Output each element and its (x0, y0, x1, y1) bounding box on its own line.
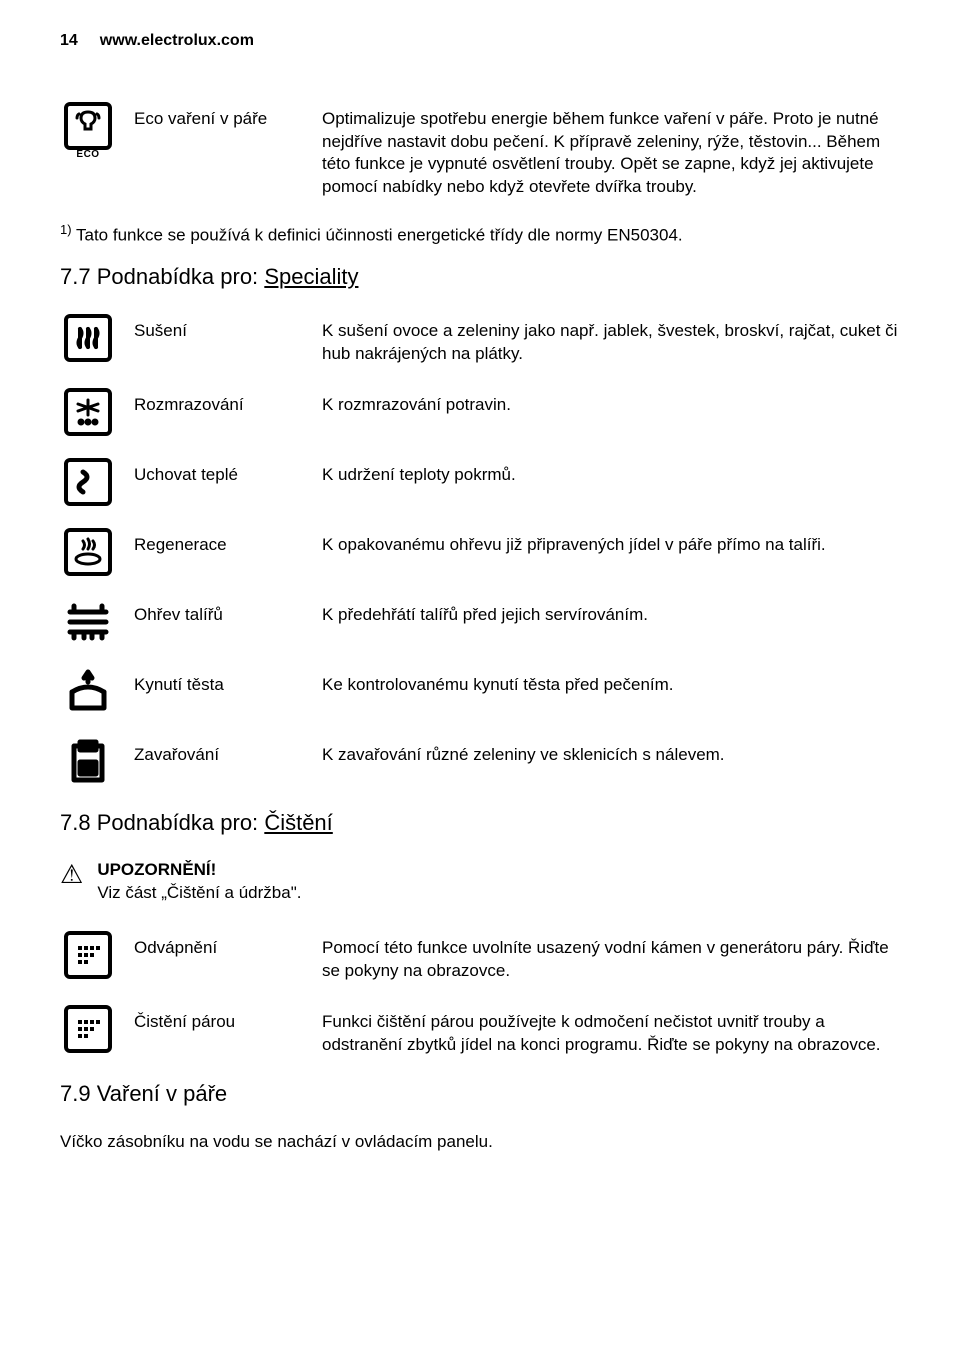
row-desc: K rozmrazování potravin. (322, 388, 900, 417)
row-label: Regenerace (134, 528, 304, 557)
row-label: Ohřev talířů (134, 598, 304, 627)
section-label: Podnabídka pro: (97, 264, 258, 289)
row-label: Kynutí těsta (134, 668, 304, 697)
row-label: Odvápnění (134, 931, 304, 960)
row-desc: K opakovanému ohřevu již připravených jí… (322, 528, 900, 557)
row-kynuti: Kynutí těsta Ke kontrolovanému kynutí tě… (60, 668, 900, 716)
preserving-icon (64, 738, 112, 786)
page-number: 14 (60, 30, 78, 52)
defrost-icon (64, 388, 112, 436)
row-desc: Ke kontrolovanému kynutí těsta před peče… (322, 668, 900, 697)
plate-warming-icon (64, 598, 112, 646)
footnote-text: Tato funkce se používá k definici účinno… (76, 226, 683, 245)
page-header: 14 www.electrolux.com (60, 30, 900, 52)
section-num: 7.7 (60, 264, 91, 289)
row-label: Zavařování (134, 738, 304, 767)
row-cisteni-parou: Čistění párou Funkci čištění párou použí… (60, 1005, 900, 1057)
row-desc: K sušení ovoce a zeleniny jako např. jab… (322, 314, 900, 366)
warning-icon: ⚠ (60, 859, 83, 887)
eco-label-text: ECO (76, 148, 99, 162)
row-label: Rozmrazování (134, 388, 304, 417)
warning-text: Viz část „Čištění a údržba". (97, 882, 301, 905)
steam-cleaning-icon (64, 1005, 112, 1053)
row-rozmrazovani: Rozmrazování K rozmrazování potravin. (60, 388, 900, 436)
row-desc: K udržení teploty pokrmů. (322, 458, 900, 487)
row-label: Čistění párou (134, 1005, 304, 1034)
section-77-heading: 7.7 Podnabídka pro: Speciality (60, 262, 900, 292)
row-regenerace: Regenerace K opakovanému ohřevu již přip… (60, 528, 900, 576)
row-desc: K předehřátí talířů před jejich servírov… (322, 598, 900, 627)
eco-row: ECO Eco vaření v páře Optimalizuje spotř… (60, 102, 900, 200)
section-label: Podnabídka pro: (97, 810, 258, 835)
row-desc: Pomocí této funkce uvolníte usazený vodn… (322, 931, 900, 983)
row-uchovat: Uchovat teplé K udržení teploty pokrmů. (60, 458, 900, 506)
row-odvapneni: Odvápnění Pomocí této funkce uvolníte us… (60, 931, 900, 983)
row-desc: K zavařování různé zeleniny ve sklenicíc… (322, 738, 900, 767)
keep-warm-icon (64, 458, 112, 506)
warning-block: ⚠ UPOZORNĚNÍ! Viz část „Čištění a údržba… (60, 859, 900, 905)
eco-icon: ECO (64, 102, 112, 162)
dough-proving-icon (64, 668, 112, 716)
section-num: 7.8 (60, 810, 91, 835)
row-suseni: Sušení K sušení ovoce a zeleniny jako na… (60, 314, 900, 366)
warning-title: UPOZORNĚNÍ! (97, 859, 301, 882)
eco-label: Eco vaření v páře (134, 102, 304, 131)
section-underline: Čištění (264, 810, 332, 835)
row-label: Uchovat teplé (134, 458, 304, 487)
section-title: Vaření v páře (97, 1081, 227, 1106)
tail-paragraph: Víčko zásobníku na vodu se nachází v ovl… (60, 1131, 900, 1154)
site-url: www.electrolux.com (100, 30, 254, 52)
section-underline: Speciality (264, 264, 358, 289)
row-zavarovani: Zavařování K zavařování různé zeleniny v… (60, 738, 900, 786)
row-label: Sušení (134, 314, 304, 343)
section-num: 7.9 (60, 1081, 91, 1106)
regenerate-icon (64, 528, 112, 576)
footnote-marker: 1) (60, 222, 72, 237)
footnote: 1) Tato funkce se používá k definici úči… (60, 221, 900, 248)
drying-icon (64, 314, 112, 362)
row-desc: Funkci čištění párou používejte k odmoče… (322, 1005, 900, 1057)
descaling-icon (64, 931, 112, 979)
section-78-heading: 7.8 Podnabídka pro: Čištění (60, 808, 900, 838)
row-ohrev: Ohřev talířů K předehřátí talířů před je… (60, 598, 900, 646)
eco-desc: Optimalizuje spotřebu energie během funk… (322, 102, 900, 200)
section-79-heading: 7.9 Vaření v páře (60, 1079, 900, 1109)
